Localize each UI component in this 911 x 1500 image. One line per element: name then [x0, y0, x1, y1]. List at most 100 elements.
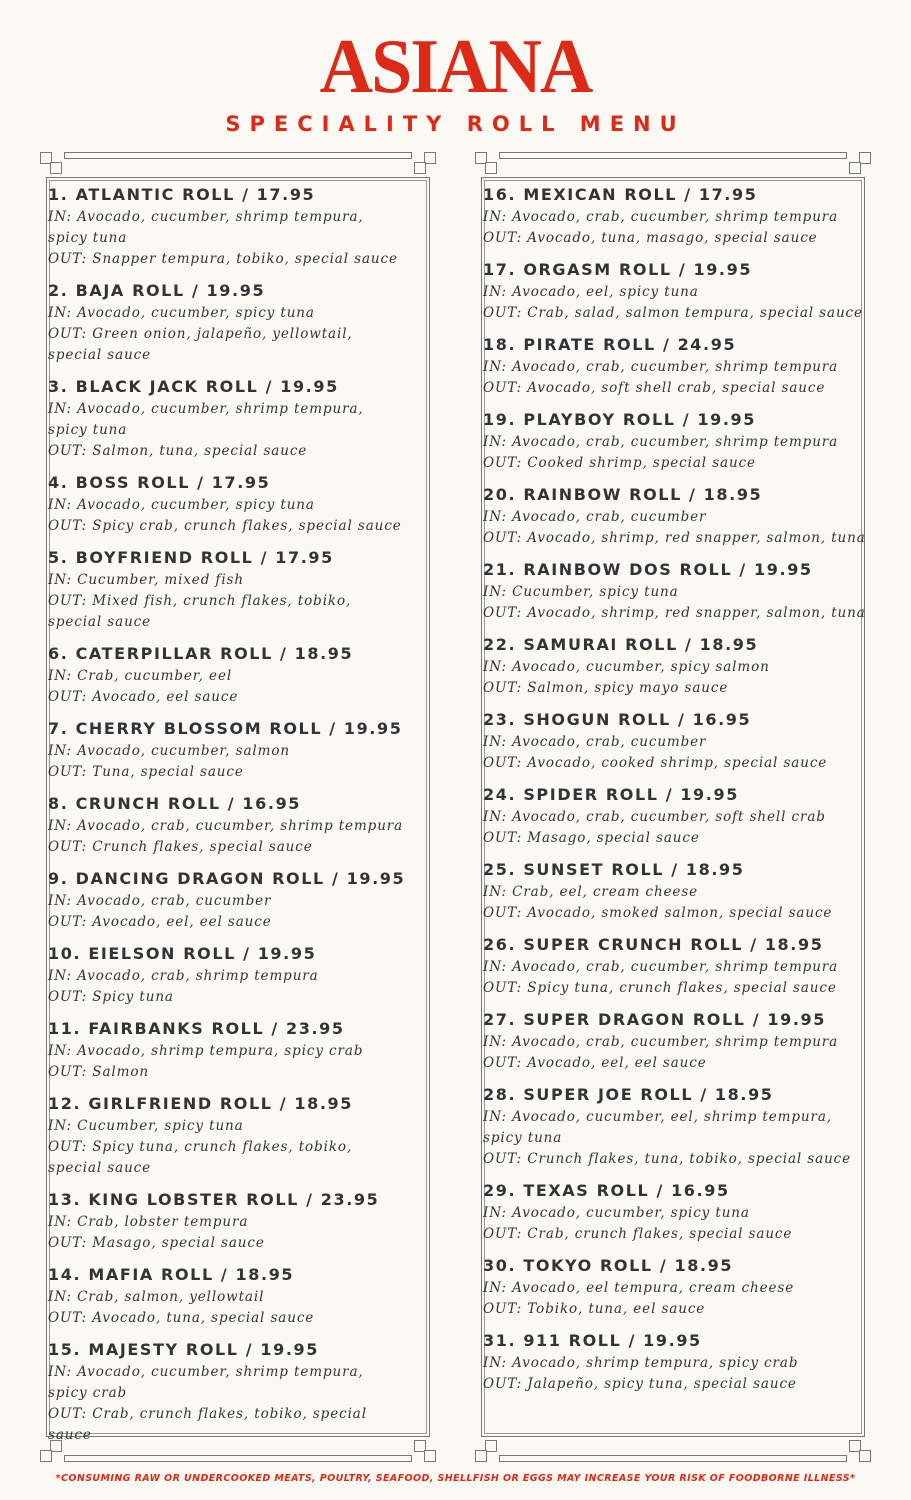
roll-name-price: 18. PIRATE ROLL / 24.95 [483, 335, 737, 354]
roll-name-price: 27. SUPER DRAGON ROLL / 19.95 [483, 1010, 826, 1029]
outside-toppings: OUT: Avocado, shrimp, red snapper, salmo… [483, 530, 866, 546]
roll-name-price: 16. MEXICAN ROLL / 17.95 [483, 185, 758, 204]
roll-name-price: 17. ORGASM ROLL / 19.95 [483, 260, 753, 279]
inside-ingredients: IN: Avocado, crab, cucumber [483, 734, 707, 750]
inside-ingredients: IN: Cucumber, spicy tuna [483, 584, 679, 600]
restaurant-logo-title: ASIANA [319, 23, 594, 111]
outside-toppings: OUT: Crunch flakes, special sauce [48, 839, 313, 855]
roll-name-price: 9. DANCING DRAGON ROLL / 19.95 [48, 869, 406, 888]
menu-item: 27. SUPER DRAGON ROLL / 19.95 IN: Avocado… [483, 1007, 867, 1074]
roll-name-price: 25. SUNSET ROLL / 18.95 [483, 860, 745, 879]
frame-corner-ornament [849, 1440, 871, 1462]
menu-item: 1. ATLANTIC ROLL / 17.95 IN: Avocado, cuc… [48, 182, 408, 270]
inside-ingredients: IN: Avocado, crab, cucumber [483, 509, 707, 525]
roll-name-price: 28. SUPER JOE ROLL / 18.95 [483, 1085, 774, 1104]
menu-item: 18. PIRATE ROLL / 24.95 IN: Avocado, crab… [483, 332, 867, 399]
roll-name-price: 19. PLAYBOY ROLL / 19.95 [483, 410, 756, 429]
menu-item: 13. KING LOBSTER ROLL / 23.95 IN: Crab, l… [48, 1187, 408, 1254]
roll-name-price: 20. RAINBOW ROLL / 18.95 [483, 485, 763, 504]
inside-ingredients: IN: Avocado, eel tempura, cream cheese [483, 1280, 795, 1296]
outside-toppings: OUT: Spicy tuna, crunch flakes, special … [483, 980, 837, 996]
frame-inner-border [484, 180, 862, 1434]
frame-bottom-bar [499, 1455, 847, 1462]
outside-toppings: OUT: Cooked shrimp, special sauce [483, 455, 756, 471]
frame-inner-border [49, 180, 427, 1434]
menu-item: 31. 911 ROLL / 19.95 IN: Avocado, shrimp … [483, 1328, 867, 1395]
outside-toppings: OUT: Spicy crab, crunch flakes, special … [48, 518, 402, 534]
inside-ingredients: IN: Avocado, crab, cucumber [48, 893, 272, 909]
left-menu-frame [40, 152, 436, 1462]
menu-item: 5. BOYFRIEND ROLL / 17.95 IN: Cucumber, m… [48, 545, 408, 633]
inside-ingredients: IN: Avocado, cucumber, eel, shrimp tempu… [483, 1109, 832, 1146]
outside-toppings: OUT: Jalapeño, spicy tuna, special sauce [483, 1376, 797, 1392]
frame-corner-ornament [414, 152, 436, 174]
inside-ingredients: IN: Avocado, crab, shrimp tempura [48, 968, 319, 984]
roll-name-price: 29. TEXAS ROLL / 16.95 [483, 1181, 730, 1200]
menu-item: 20. RAINBOW ROLL / 18.95 IN: Avocado, cra… [483, 482, 867, 549]
frame-corner-ornament [475, 1440, 497, 1462]
food-safety-notice: *CONSUMING RAW OR UNDERCOOKED MEATS, POU… [55, 1473, 856, 1484]
menu-item: 3. BLACK JACK ROLL / 19.95 IN: Avocado, c… [48, 374, 408, 462]
roll-name-price: 4. BOSS ROLL / 17.95 [48, 473, 271, 492]
menu-item: 6. CATERPILLAR ROLL / 18.95 IN: Crab, cuc… [48, 641, 408, 708]
outside-toppings: OUT: Masago, special sauce [483, 830, 700, 846]
outside-toppings: OUT: Salmon, tuna, special sauce [48, 443, 308, 459]
inside-ingredients: IN: Crab, eel, cream cheese [483, 884, 699, 900]
roll-name-price: 21. RAINBOW DOS ROLL / 19.95 [483, 560, 813, 579]
menu-item: 25. SUNSET ROLL / 18.95 IN: Crab, eel, cr… [483, 857, 867, 924]
outside-toppings: OUT: Spicy tuna, crunch flakes, tobiko, … [48, 1139, 353, 1176]
inside-ingredients: IN: Avocado, crab, cucumber, shrimp temp… [483, 359, 839, 375]
frame-outer-border [481, 177, 865, 1437]
frame-corner-ornament [414, 1440, 436, 1462]
outside-toppings: OUT: Spicy tuna [48, 989, 174, 1005]
frame-bottom-bar [64, 1455, 412, 1462]
roll-name-price: 30. TOKYO ROLL / 18.95 [483, 1256, 734, 1275]
outside-toppings: OUT: Avocado, smoked salmon, special sau… [483, 905, 833, 921]
roll-name-price: 24. SPIDER ROLL / 19.95 [483, 785, 739, 804]
inside-ingredients: IN: Avocado, crab, cucumber, shrimp temp… [483, 1034, 839, 1050]
menu-item: 4. BOSS ROLL / 17.95 IN: Avocado, cucumbe… [48, 470, 408, 537]
frame-top-bar [64, 152, 412, 159]
frame-outer-border [46, 177, 430, 1437]
roll-name-price: 7. CHERRY BLOSSOM ROLL / 19.95 [48, 719, 403, 738]
frame-top-bar [499, 152, 847, 159]
inside-ingredients: IN: Avocado, shrimp tempura, spicy crab [48, 1043, 364, 1059]
frame-corner-ornament [475, 152, 497, 174]
menu-item: 28. SUPER JOE ROLL / 18.95 IN: Avocado, c… [483, 1082, 867, 1170]
roll-name-price: 10. EIELSON ROLL / 19.95 [48, 944, 317, 963]
outside-toppings: OUT: Avocado, eel sauce [48, 689, 239, 705]
menu-item: 19. PLAYBOY ROLL / 19.95 IN: Avocado, cra… [483, 407, 867, 474]
roll-name-price: 1. ATLANTIC ROLL / 17.95 [48, 185, 316, 204]
outside-toppings: OUT: Crab, salad, salmon tempura, specia… [483, 305, 863, 321]
inside-ingredients: IN: Avocado, cucumber, salmon [48, 743, 290, 759]
menu-item: 22. SAMURAI ROLL / 18.95 IN: Avocado, cuc… [483, 632, 867, 699]
roll-name-price: 8. CRUNCH ROLL / 16.95 [48, 794, 302, 813]
menu-item: 17. ORGASM ROLL / 19.95 IN: Avocado, eel,… [483, 257, 867, 324]
roll-name-price: 11. FAIRBANKS ROLL / 23.95 [48, 1019, 345, 1038]
outside-toppings: OUT: Mixed fish, crunch flakes, tobiko, … [48, 593, 352, 630]
roll-name-price: 3. BLACK JACK ROLL / 19.95 [48, 377, 339, 396]
roll-name-price: 15. MAJESTY ROLL / 19.95 [48, 1340, 320, 1359]
inside-ingredients: IN: Avocado, crab, cucumber, shrimp temp… [483, 434, 839, 450]
outside-toppings: OUT: Masago, special sauce [48, 1235, 265, 1251]
inside-ingredients: IN: Cucumber, spicy tuna [48, 1118, 244, 1134]
inside-ingredients: IN: Avocado, cucumber, spicy salmon [483, 659, 770, 675]
menu-item: 30. TOKYO ROLL / 18.95 IN: Avocado, eel t… [483, 1253, 867, 1320]
menu-item: 10. EIELSON ROLL / 19.95 IN: Avocado, cra… [48, 941, 408, 1008]
menu-item: 11. FAIRBANKS ROLL / 23.95 IN: Avocado, s… [48, 1016, 408, 1083]
inside-ingredients: IN: Avocado, cucumber, spicy tuna [48, 305, 315, 321]
menu-item: 26. SUPER CRUNCH ROLL / 18.95 IN: Avocado… [483, 932, 867, 999]
outside-toppings: OUT: Avocado, cooked shrimp, special sau… [483, 755, 828, 771]
menu-item: 8. CRUNCH ROLL / 16.95 IN: Avocado, crab,… [48, 791, 408, 858]
outside-toppings: OUT: Salmon, spicy mayo sauce [483, 680, 729, 696]
roll-name-price: 14. MAFIA ROLL / 18.95 [48, 1265, 295, 1284]
roll-name-price: 12. GIRLFRIEND ROLL / 18.95 [48, 1094, 353, 1113]
outside-toppings: OUT: Crunch flakes, tuna, tobiko, specia… [483, 1151, 852, 1167]
inside-ingredients: IN: Avocado, crab, cucumber, shrimp temp… [483, 959, 839, 975]
outside-toppings: OUT: Avocado, tuna, special sauce [48, 1310, 315, 1326]
roll-name-price: 5. BOYFRIEND ROLL / 17.95 [48, 548, 334, 567]
outside-toppings: OUT: Avocado, tuna, masago, special sauc… [483, 230, 818, 246]
outside-toppings: OUT: Tuna, special sauce [48, 764, 244, 780]
outside-toppings: OUT: Avocado, eel, eel sauce [48, 914, 272, 930]
outside-toppings: OUT: Salmon [48, 1064, 149, 1080]
